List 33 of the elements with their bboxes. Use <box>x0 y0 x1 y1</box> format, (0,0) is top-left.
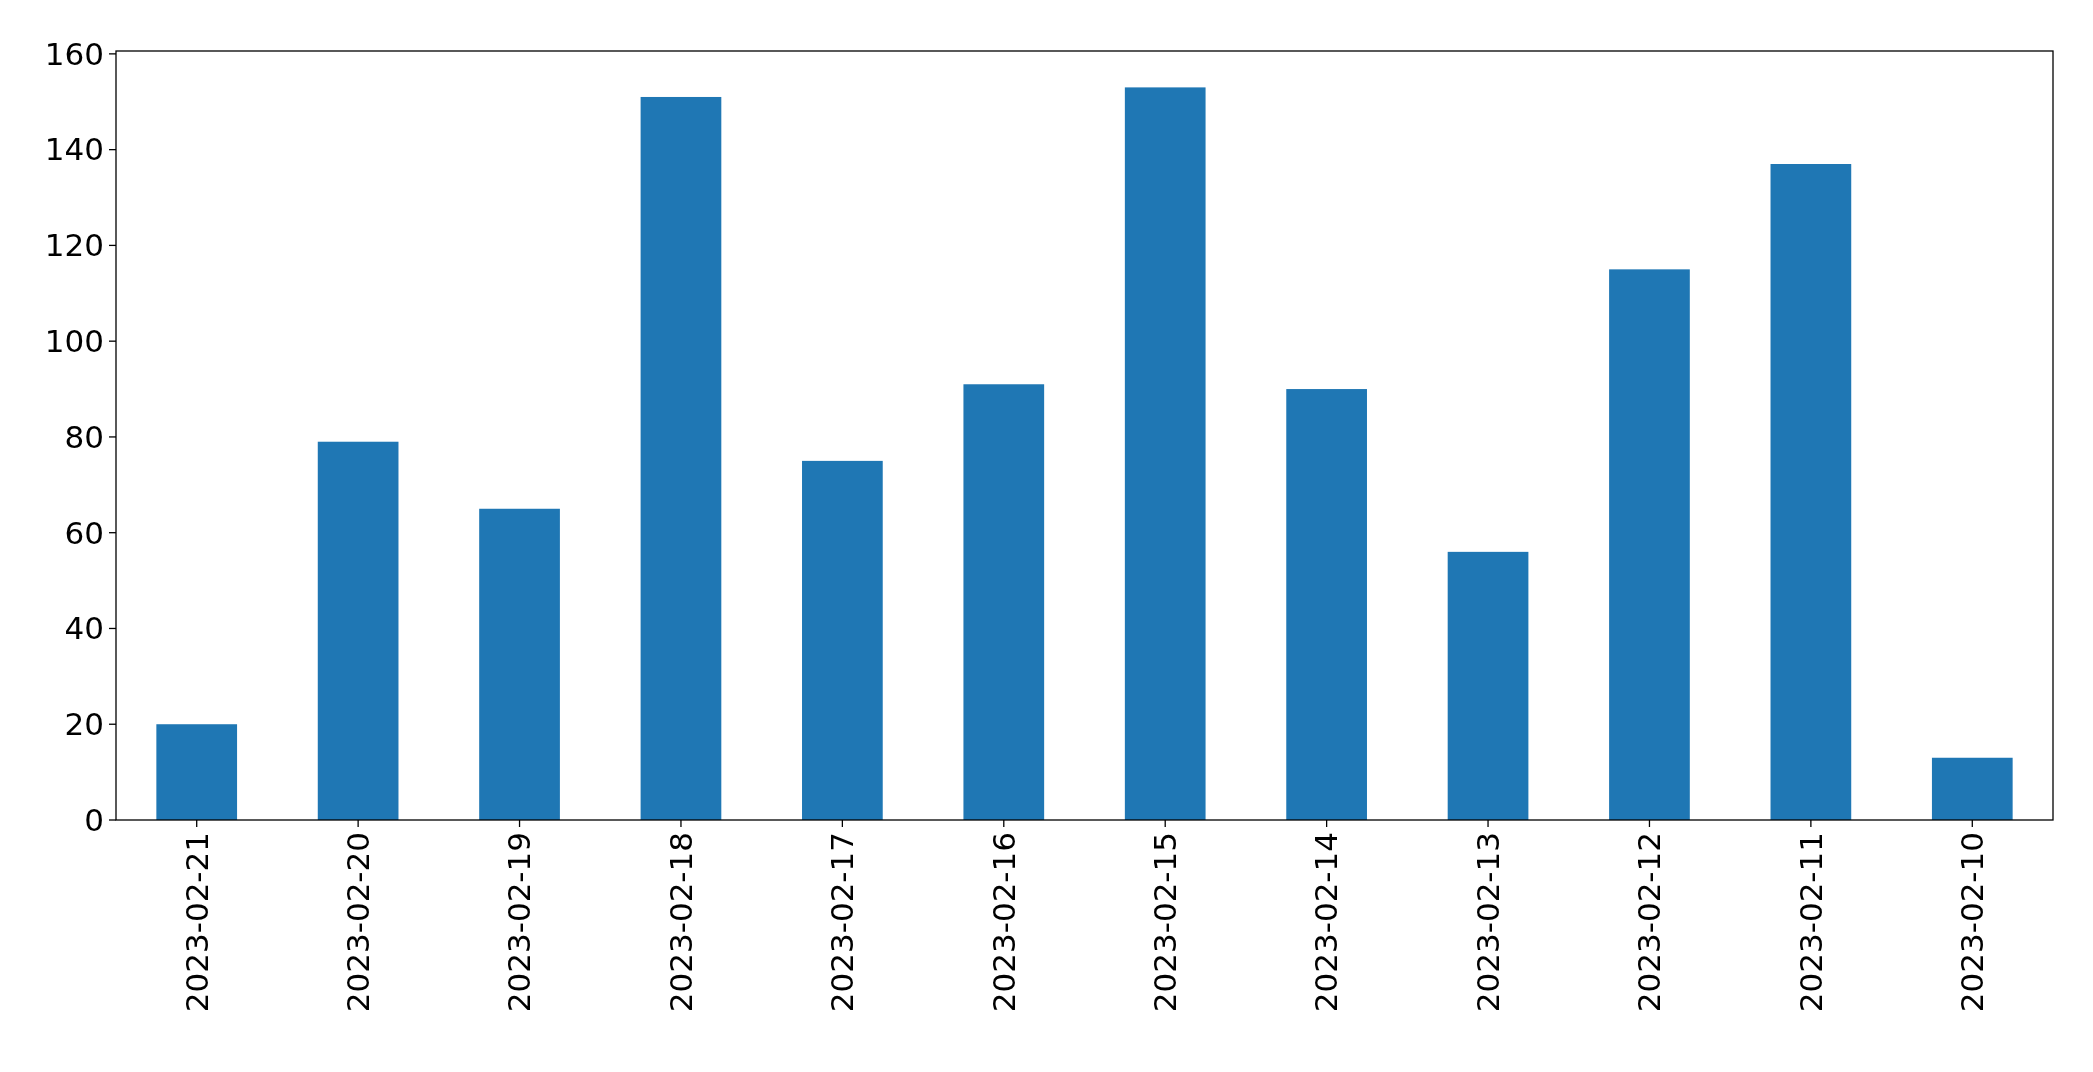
y-tick-label: 140 <box>44 131 104 168</box>
x-tick-label: 2023-02-12 <box>1631 832 1668 1013</box>
bar <box>1770 164 1852 820</box>
y-tick-label: 80 <box>64 418 104 455</box>
x-tick-label: 2023-02-18 <box>662 832 699 1013</box>
bar <box>156 724 238 820</box>
x-tick-label: 2023-02-15 <box>1147 832 1184 1013</box>
x-tick-label: 2023-02-20 <box>339 832 376 1013</box>
x-tick-label: 2023-02-14 <box>1308 832 1345 1013</box>
bar <box>640 96 722 820</box>
y-tick-label: 60 <box>64 514 104 551</box>
y-tick-label: 20 <box>64 706 104 743</box>
y-tick-label: 120 <box>44 227 104 264</box>
y-tick-label: 0 <box>84 801 104 838</box>
x-tick-label: 2023-02-11 <box>1792 832 1829 1013</box>
y-tick-label: 160 <box>44 35 104 72</box>
x-tick-label: 2023-02-16 <box>985 832 1022 1013</box>
bar <box>802 460 883 820</box>
bar <box>317 441 399 820</box>
x-tick-label: 2023-02-13 <box>1469 832 1506 1013</box>
bar <box>1286 389 1367 820</box>
x-tick-label: 2023-02-19 <box>501 832 538 1013</box>
bar <box>479 508 560 820</box>
x-tick-label: 2023-02-21 <box>178 832 215 1013</box>
bar <box>1609 269 1690 820</box>
y-tick-label: 40 <box>64 610 104 647</box>
x-tick-label: 2023-02-17 <box>824 832 861 1013</box>
bar <box>1931 757 2013 820</box>
x-tick-label: 2023-02-10 <box>1954 832 1991 1013</box>
bar <box>1447 551 1529 820</box>
bar <box>1124 87 1206 820</box>
y-tick-label: 100 <box>44 323 104 360</box>
bar <box>963 384 1045 820</box>
